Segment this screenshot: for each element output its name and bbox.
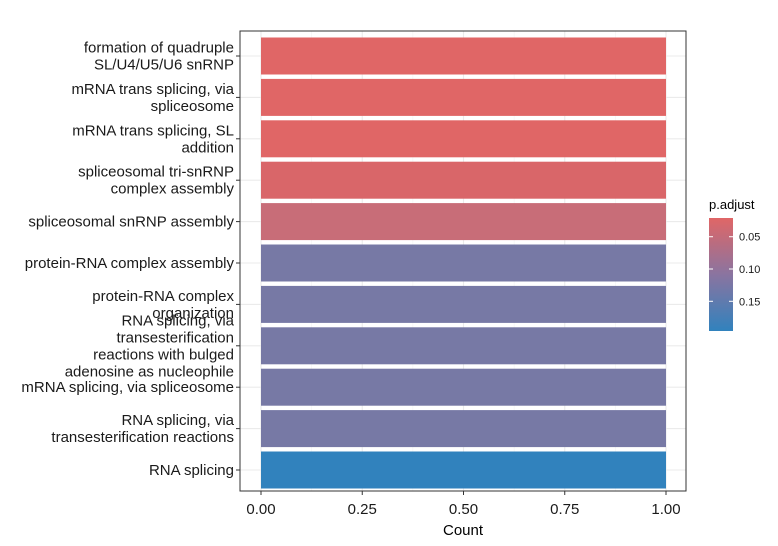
- legend-ticks: 0.05 0.10 0.15: [709, 232, 760, 308]
- bar-8: [261, 327, 666, 365]
- category-label-line: protein-RNA complex: [92, 288, 234, 305]
- category-label-line: spliceosomal tri-snRNP: [78, 164, 234, 181]
- legend-colorbar: [709, 218, 733, 331]
- category-label-line: reactions with bulged: [93, 346, 234, 363]
- bar-4: [261, 161, 666, 199]
- category-label-8: RNA splicing, via transesterification reac…: [65, 312, 235, 380]
- category-label-line: RNA splicing: [149, 462, 234, 479]
- x-tick-label: 0.50: [449, 501, 478, 518]
- legend: p.adjust 0.05 0.10 0.15: [709, 197, 760, 331]
- category-label-line: organization: [152, 305, 234, 322]
- x-axis-title: Count: [443, 522, 484, 539]
- bar-11: [261, 451, 666, 489]
- legend-tick-label: 0.15: [739, 296, 760, 308]
- bars-group: [261, 37, 666, 489]
- category-label-line: mRNA trans splicing, via: [71, 81, 234, 98]
- category-label-10: RNA splicing, via transesterification rea…: [51, 412, 234, 446]
- x-tick-label: 0.75: [550, 501, 579, 518]
- category-label-line: transesterification: [116, 329, 234, 346]
- bar-6: [261, 244, 666, 282]
- legend-tick-label: 0.05: [739, 232, 760, 244]
- x-tick-label: 0.00: [246, 501, 275, 518]
- category-label-3: mRNA trans splicing, SL addition: [72, 122, 234, 156]
- category-label-line: SL/U4/U5/U6 snRNP: [94, 57, 234, 74]
- bar-5: [261, 203, 666, 241]
- category-label-6: protein-RNA complex assembly: [25, 255, 235, 272]
- category-label-line: mRNA splicing, via spliceosome: [21, 379, 234, 396]
- category-label-line: mRNA trans splicing, SL: [72, 122, 234, 139]
- bar-3: [261, 120, 666, 158]
- x-axis-ticks: 0.00 0.25 0.50 0.75 1.00: [246, 491, 681, 518]
- category-label-9: mRNA splicing, via spliceosome: [21, 379, 234, 396]
- legend-title: p.adjust: [709, 197, 755, 212]
- category-label-line: protein-RNA complex assembly: [25, 255, 235, 272]
- category-label-line: addition: [181, 139, 234, 156]
- category-label-line: complex assembly: [111, 181, 235, 198]
- category-label-line: formation of quadruple: [84, 40, 234, 57]
- category-labels: formation of quadruple SL/U4/U5/U6 snRNP m…: [21, 40, 240, 479]
- x-tick-label: 0.25: [348, 501, 377, 518]
- category-label-line: spliceosome: [151, 98, 234, 115]
- category-label-7: protein-RNA complex organization: [92, 288, 234, 322]
- category-label-line: adenosine as nucleophile: [65, 363, 234, 380]
- bar-7: [261, 285, 666, 323]
- category-label-11: RNA splicing: [149, 462, 234, 479]
- category-label-line: RNA splicing, via: [121, 312, 234, 329]
- category-label-5: spliceosomal snRNP assembly: [28, 214, 234, 231]
- bar-9: [261, 368, 666, 406]
- legend-tick-label: 0.10: [739, 264, 760, 276]
- bar-2: [261, 78, 666, 116]
- category-label-1: formation of quadruple SL/U4/U5/U6 snRNP: [84, 40, 234, 74]
- x-tick-label: 1.00: [651, 501, 680, 518]
- category-label-line: RNA splicing, via: [121, 412, 234, 429]
- category-label-4: spliceosomal tri-snRNP complex assembly: [78, 164, 234, 198]
- category-label-line: transesterification reactions: [51, 429, 234, 446]
- bar-1: [261, 37, 666, 75]
- category-label-2: mRNA trans splicing, via spliceosome: [71, 81, 234, 115]
- category-label-line: spliceosomal snRNP assembly: [28, 214, 234, 231]
- bar-10: [261, 410, 666, 448]
